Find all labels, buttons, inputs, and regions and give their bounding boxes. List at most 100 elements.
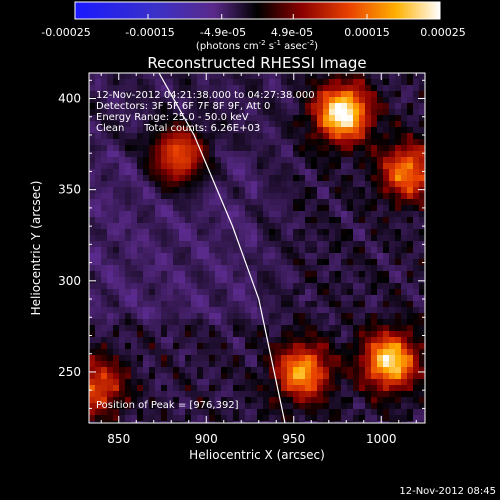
heatmap-cell (107, 121, 113, 127)
heatmap-cell (413, 133, 419, 139)
heatmap-cell (233, 73, 239, 79)
heatmap-cell (371, 223, 377, 229)
heatmap-cell (317, 169, 323, 175)
heatmap-cell (305, 157, 311, 163)
heatmap-cell (149, 277, 155, 283)
heatmap-cell (329, 181, 335, 187)
heatmap-cell (407, 85, 413, 91)
heatmap-cell (299, 373, 305, 379)
heatmap-cell (131, 109, 137, 115)
heatmap-cell (287, 151, 293, 157)
heatmap-cell (221, 115, 227, 121)
heatmap-cell (323, 409, 329, 415)
heatmap-cell (359, 367, 365, 373)
heatmap-cell (293, 85, 299, 91)
heatmap-cell (215, 355, 221, 361)
heatmap-cell (275, 301, 281, 307)
heatmap-cell (143, 217, 149, 223)
heatmap-cell (371, 181, 377, 187)
heatmap-cell (299, 409, 305, 415)
heatmap-cell (407, 277, 413, 283)
heatmap-cell (269, 343, 275, 349)
heatmap-cell (185, 139, 191, 145)
heatmap-cell (365, 259, 371, 265)
heatmap-cell (179, 403, 185, 409)
heatmap-cell (293, 115, 299, 121)
heatmap-cell (263, 325, 269, 331)
heatmap-cell (221, 283, 227, 289)
heatmap-cell (203, 307, 209, 313)
heatmap-cell (233, 415, 239, 421)
heatmap-cell (209, 169, 215, 175)
heatmap-cell (155, 79, 161, 85)
heatmap-cell (419, 211, 425, 217)
heatmap-cell (365, 271, 371, 277)
heatmap-cell (401, 187, 407, 193)
heatmap-cell (347, 337, 353, 343)
heatmap-cell (107, 79, 113, 85)
heatmap-cell (137, 277, 143, 283)
heatmap-cell (401, 415, 407, 421)
heatmap-cell (233, 103, 239, 109)
heatmap-cell (365, 133, 371, 139)
heatmap-cell (185, 325, 191, 331)
heatmap-cell (245, 355, 251, 361)
heatmap-cell (311, 397, 317, 403)
heatmap-cell (269, 223, 275, 229)
heatmap-cell (311, 73, 317, 79)
heatmap-cell (347, 319, 353, 325)
heatmap-cell (383, 337, 389, 343)
heatmap-cell (113, 319, 119, 325)
heatmap-cell (203, 115, 209, 121)
heatmap-cell (299, 331, 305, 337)
heatmap-cell (119, 331, 125, 337)
heatmap-cell (113, 409, 119, 415)
heatmap-cell (227, 133, 233, 139)
heatmap-cell (293, 241, 299, 247)
heatmap-cell (173, 247, 179, 253)
heatmap-cell (233, 301, 239, 307)
heatmap-cell (167, 115, 173, 121)
heatmap-cell (299, 73, 305, 79)
heatmap-cell (125, 211, 131, 217)
heatmap-cell (401, 325, 407, 331)
heatmap-cell (203, 91, 209, 97)
heatmap-cell (107, 109, 113, 115)
heatmap-cell (275, 217, 281, 223)
heatmap-cell (347, 103, 353, 109)
heatmap-cell (203, 247, 209, 253)
heatmap-cell (383, 271, 389, 277)
heatmap-cell (173, 121, 179, 127)
heatmap-cell (149, 133, 155, 139)
heatmap-cell (395, 217, 401, 223)
heatmap-cell (287, 391, 293, 397)
heatmap-cell (359, 205, 365, 211)
heatmap-cell (311, 127, 317, 133)
heatmap-cell (191, 277, 197, 283)
heatmap-cell (173, 331, 179, 337)
heatmap-cell (203, 145, 209, 151)
heatmap-cell (167, 157, 173, 163)
heatmap-cell (101, 403, 107, 409)
heatmap-cell (419, 319, 425, 325)
heatmap-cell (221, 139, 227, 145)
heatmap-cell (335, 307, 341, 313)
heatmap-cell (335, 109, 341, 115)
heatmap-cell (371, 403, 377, 409)
heatmap-cell (101, 367, 107, 373)
heatmap-cell (155, 121, 161, 127)
heatmap-cell (137, 403, 143, 409)
heatmap-cell (347, 265, 353, 271)
heatmap-cell (167, 217, 173, 223)
heatmap-cell (155, 313, 161, 319)
heatmap-cell (293, 139, 299, 145)
heatmap-cell (101, 319, 107, 325)
heatmap-cell (275, 337, 281, 343)
heatmap-cell (377, 373, 383, 379)
heatmap-cell (209, 343, 215, 349)
heatmap-cell (227, 241, 233, 247)
heatmap-cell (203, 229, 209, 235)
heatmap-cell (167, 331, 173, 337)
heatmap-cell (179, 103, 185, 109)
heatmap-cell (293, 295, 299, 301)
